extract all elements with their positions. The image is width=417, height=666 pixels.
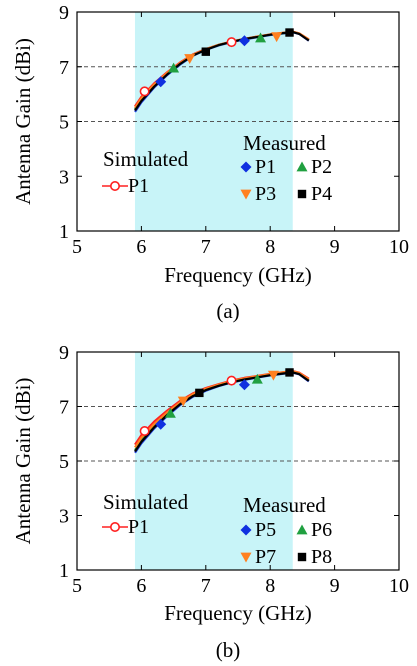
panel-caption: (a) (216, 299, 239, 323)
data-point-p2 (168, 62, 180, 73)
x-axis-label: Frequency (GHz) (164, 601, 312, 625)
x-tick-label: 5 (72, 575, 82, 597)
legend-label-p8: P8 (311, 546, 332, 568)
legend-simulated-heading: Simulated (103, 147, 189, 171)
legend-marker-p1 (240, 161, 252, 173)
x-tick-label: 10 (389, 575, 409, 597)
y-tick-label: 7 (59, 57, 69, 79)
legend-label-p4: P4 (311, 183, 332, 205)
y-tick-label: 1 (59, 221, 69, 243)
legend-label-simulated: P1 (128, 516, 149, 538)
data-point-p7 (177, 396, 189, 407)
x-tick-label: 6 (136, 236, 146, 258)
x-axis-label: Frequency (GHz) (164, 263, 312, 287)
y-tick-label: 9 (59, 342, 69, 364)
data-point-p6 (164, 407, 176, 418)
legend-marker-p2 (296, 161, 308, 172)
x-tick-label: 5 (72, 236, 82, 258)
legend-measured-heading: Measured (243, 131, 326, 155)
x-tick-label: 8 (265, 575, 275, 597)
data-point-p1 (226, 37, 237, 48)
y-tick-label: 5 (59, 451, 69, 473)
legend-marker-simulated (110, 181, 121, 192)
y-tick-label: 3 (59, 166, 69, 188)
legend-label-simulated: P1 (128, 175, 149, 197)
y-axis-label: Antenna Gain (dBi) (11, 38, 35, 205)
legend-marker-simulated (110, 521, 121, 532)
legend-label-p6: P6 (311, 519, 332, 541)
x-tick-label: 10 (389, 236, 409, 258)
data-point-p3 (184, 54, 196, 65)
y-tick-label: 3 (59, 506, 69, 528)
legend-marker-p5 (240, 524, 252, 536)
legend-marker-p7 (240, 552, 252, 563)
data-point-p5 (238, 379, 250, 391)
data-point-p3 (271, 32, 283, 43)
legend-marker-p6 (296, 524, 308, 535)
data-point-p4 (285, 28, 294, 37)
x-tick-label: 8 (265, 236, 275, 258)
data-point-p1 (139, 86, 150, 97)
y-tick-label: 1 (59, 560, 69, 582)
x-tick-label: 6 (136, 575, 146, 597)
data-point-p5 (155, 418, 167, 430)
panel-caption: (b) (216, 638, 241, 662)
legend-label-p1: P1 (255, 156, 276, 178)
x-tick-label: 7 (201, 236, 211, 258)
y-tick-label: 9 (59, 2, 69, 24)
legend-label-p3: P3 (255, 183, 276, 205)
data-point-p1 (226, 375, 237, 386)
legend-label-p2: P2 (311, 156, 332, 178)
legend-measured-heading: Measured (243, 493, 326, 517)
data-point-p8 (285, 368, 294, 377)
chart-panel-a: 5 6 7 8 9 10 1 3 5 7 9 Frequency (GHz) Antenna Gain … (11, 2, 409, 323)
y-axis-label: Antenna Gain (dBi) (11, 378, 35, 545)
data-point-p7 (267, 370, 279, 381)
data-point-p6 (251, 373, 263, 384)
y-tick-label: 7 (59, 397, 69, 419)
legend-marker-p4 (297, 189, 307, 199)
data-point-p2 (255, 32, 267, 43)
legend-label-p5: P5 (255, 519, 276, 541)
data-point-p1 (238, 35, 250, 47)
data-point-p8 (195, 388, 204, 398)
chart-panel-b: 5 6 7 8 9 10 1 3 5 7 9 Frequency (GHz) Antenna Gain … (11, 342, 409, 662)
legend-marker-p8 (297, 552, 307, 562)
data-point-p1 (155, 76, 167, 88)
x-tick-label: 7 (201, 575, 211, 597)
legend-simulated-heading: Simulated (103, 490, 189, 514)
x-tick-label: 9 (330, 236, 340, 258)
x-tick-label: 9 (330, 575, 340, 597)
legend-label-p7: P7 (255, 546, 276, 568)
data-point-p1 (139, 426, 150, 437)
y-tick-label: 5 (59, 112, 69, 134)
legend-marker-p3 (240, 189, 252, 200)
data-point-p4 (201, 47, 210, 56)
